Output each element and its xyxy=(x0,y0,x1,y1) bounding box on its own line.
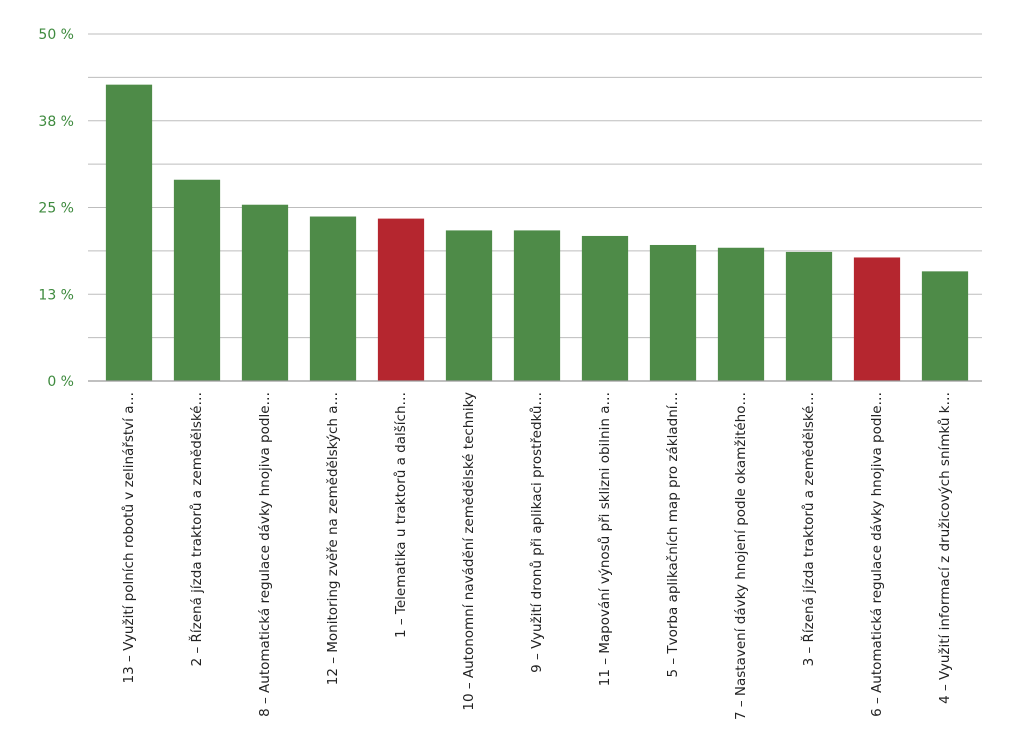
bars xyxy=(105,84,969,382)
category-label: 4 – Využití informací z družicových sním… xyxy=(937,392,953,704)
y-tick-label: 38 % xyxy=(38,114,74,130)
category-label: 6 – Automatická regulace dávky hnojiva p… xyxy=(869,392,885,717)
bar xyxy=(649,244,697,381)
category-label: 10 – Autonomní navádění zemědělské techn… xyxy=(461,392,477,711)
bar xyxy=(853,257,901,381)
bar xyxy=(309,216,357,381)
bar xyxy=(717,247,765,381)
bar xyxy=(581,235,629,381)
category-label: 13 – Využití polních robotů v zelinářstv… xyxy=(121,392,137,683)
y-tick-label: 13 % xyxy=(38,287,74,303)
category-label: 2 – Řízená jízda traktorů a zemědělské… xyxy=(188,392,205,666)
y-axis-ticks: 0 % 13 % 25 % 38 % 50 % xyxy=(38,27,74,390)
y-tick-label: 50 % xyxy=(38,27,74,43)
bar xyxy=(445,230,493,381)
category-label: 1 – Telematika u traktorů a dalších… xyxy=(393,392,409,638)
category-label: 11 – Mapování výnosů při sklizni obilnin… xyxy=(597,392,613,686)
category-label: 8 – Automatická regulace dávky hnojiva p… xyxy=(257,392,273,717)
y-tick-label: 0 % xyxy=(47,374,74,390)
category-label: 3 – Řízená jízda traktorů a zemědělské… xyxy=(800,392,817,666)
category-label: 7 – Nastavení dávky hnojení podle okamži… xyxy=(733,392,749,720)
category-label: 5 – Tvorba aplikačních map pro základní… xyxy=(665,392,681,678)
category-labels: 13 – Využití polních robotů v zelinářstv… xyxy=(121,392,953,720)
bar xyxy=(377,218,425,381)
bar xyxy=(173,179,221,381)
bar xyxy=(785,251,833,381)
bar xyxy=(241,204,289,381)
category-label: 9 – Využití dronů při aplikaci prostředk… xyxy=(529,392,545,673)
category-label: 12 – Monitoring zvěře na zemědělských a… xyxy=(325,392,341,685)
bar xyxy=(513,230,561,381)
y-tick-label: 25 % xyxy=(38,201,74,217)
bar xyxy=(105,84,153,382)
bar xyxy=(921,271,969,381)
